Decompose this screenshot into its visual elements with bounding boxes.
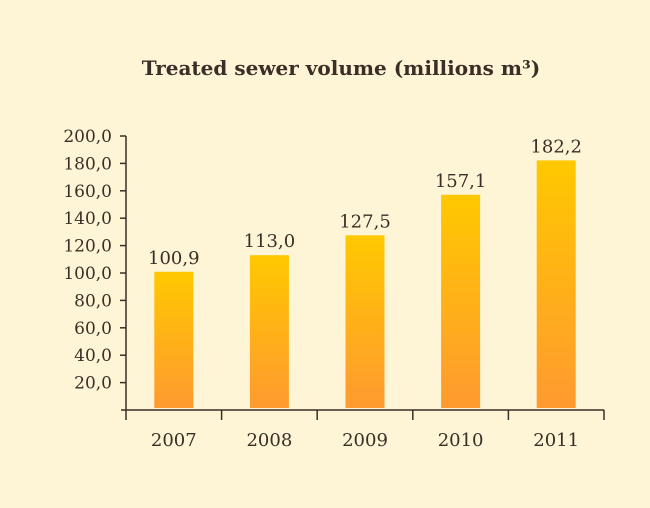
bar-value-label: 157,1 bbox=[435, 171, 487, 192]
y-tick-label: 60,0 bbox=[74, 319, 112, 339]
y-tick-label: 180,0 bbox=[63, 154, 112, 174]
bar bbox=[154, 271, 194, 408]
chart-title: Treated sewer volume (millions m³) bbox=[141, 56, 541, 80]
y-tick-label: 160,0 bbox=[63, 182, 112, 202]
bar bbox=[249, 255, 289, 408]
bar-value-label: 100,9 bbox=[148, 248, 200, 269]
y-tick-label: 40,0 bbox=[74, 346, 112, 366]
bar-value-label: 182,2 bbox=[530, 136, 582, 157]
bar bbox=[441, 194, 481, 408]
y-tick-label: 20,0 bbox=[74, 374, 112, 394]
x-category-label: 2009 bbox=[342, 430, 388, 451]
bar bbox=[345, 235, 385, 408]
y-tick-label: 80,0 bbox=[74, 291, 112, 311]
x-category-label: 2011 bbox=[533, 430, 579, 451]
y-tick-label: 120,0 bbox=[63, 237, 112, 257]
bar-value-label: 127,5 bbox=[339, 211, 391, 232]
bar bbox=[536, 160, 576, 408]
y-tick-label: 140,0 bbox=[63, 209, 112, 229]
x-category-label: 2008 bbox=[246, 430, 292, 451]
y-tick-label: 100,0 bbox=[63, 264, 112, 284]
y-tick-label: 200,0 bbox=[63, 127, 112, 147]
bar-value-label: 113,0 bbox=[244, 231, 296, 252]
x-category-label: 2007 bbox=[151, 430, 197, 451]
x-category-label: 2010 bbox=[438, 430, 484, 451]
